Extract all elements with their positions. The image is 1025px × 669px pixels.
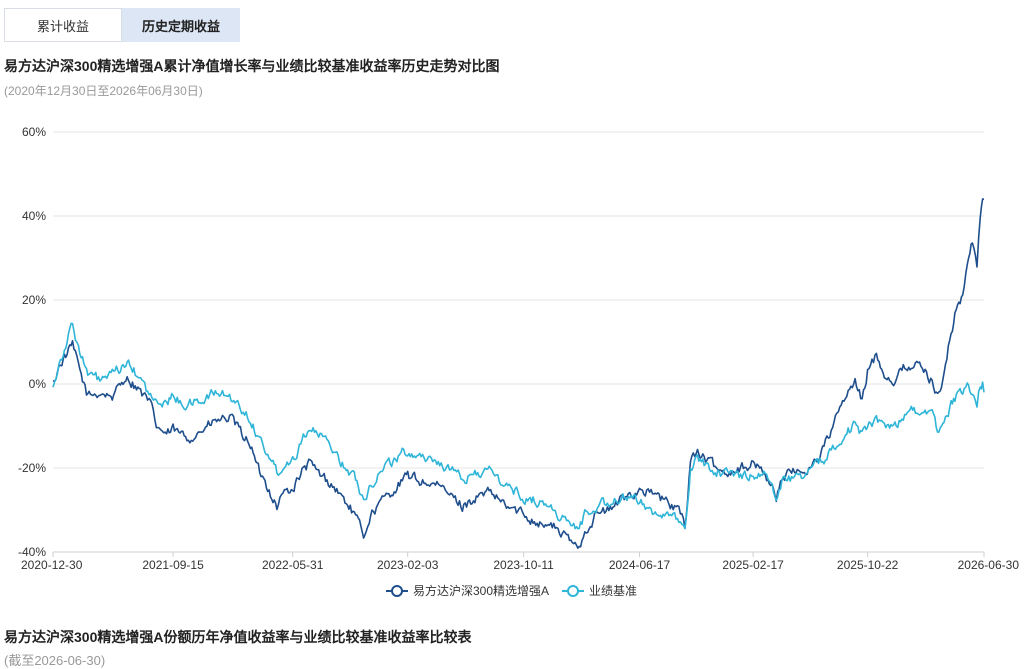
series-line-0: [52, 198, 985, 549]
x-axis-ticks: 2020-12-30 2021-09-15 2022-05-31 2023-02-03…: [21, 552, 1019, 572]
y-tick-label: -40%: [18, 545, 46, 559]
series-line-1: [52, 322, 985, 530]
y-axis-ticks: -40% -20% 0% 20% 40% 60%: [18, 125, 46, 559]
series-lines: [52, 198, 985, 549]
y-tick-label: 60%: [22, 125, 46, 139]
tab-historical-periodic-return[interactable]: 历史定期收益: [122, 8, 240, 42]
chart-title: 易方达沪深300精选增强A累计净值增长率与业绩比较基准收益率历史走势对比图: [4, 58, 500, 74]
table-subtitle: (截至2026-06-30): [4, 653, 106, 668]
x-tick-label: 2023-02-03: [377, 558, 439, 572]
table-title: 易方达沪深300精选增强A份额历年净值收益率与业绩比较基准收益率比较表: [4, 629, 472, 645]
y-tick-label: 40%: [22, 209, 46, 223]
x-tick-label: 2020-12-30: [21, 558, 83, 572]
y-tick-label: -20%: [18, 461, 46, 475]
x-tick-label: 2023-10-11: [493, 558, 554, 572]
x-tick-label: 2024-06-17: [609, 558, 671, 572]
legend-label-1[interactable]: 业绩基准: [589, 584, 637, 598]
legend-label-0[interactable]: 易方达沪深300精选增强A: [413, 583, 549, 598]
legend: 易方达沪深300精选增强A 业绩基准: [386, 583, 637, 598]
tab-cumulative-return[interactable]: 累计收益: [4, 8, 122, 42]
tab-bar: 累计收益 历史定期收益: [4, 8, 240, 42]
grid-lines: [53, 131, 984, 553]
legend-marker-1: [567, 585, 579, 597]
x-tick-label: 2025-02-17: [722, 558, 784, 572]
x-tick-label: 2026-06-30: [958, 558, 1020, 572]
y-tick-label: 20%: [22, 293, 46, 307]
x-tick-label: 2021-09-15: [142, 558, 204, 572]
chart-subtitle: (2020年12月30日至2026年06月30日): [4, 84, 203, 98]
legend-marker-0: [391, 585, 403, 597]
y-tick-label: 0%: [29, 377, 47, 391]
x-tick-label: 2025-10-22: [837, 558, 899, 572]
x-tick-label: 2022-05-31: [262, 558, 324, 572]
